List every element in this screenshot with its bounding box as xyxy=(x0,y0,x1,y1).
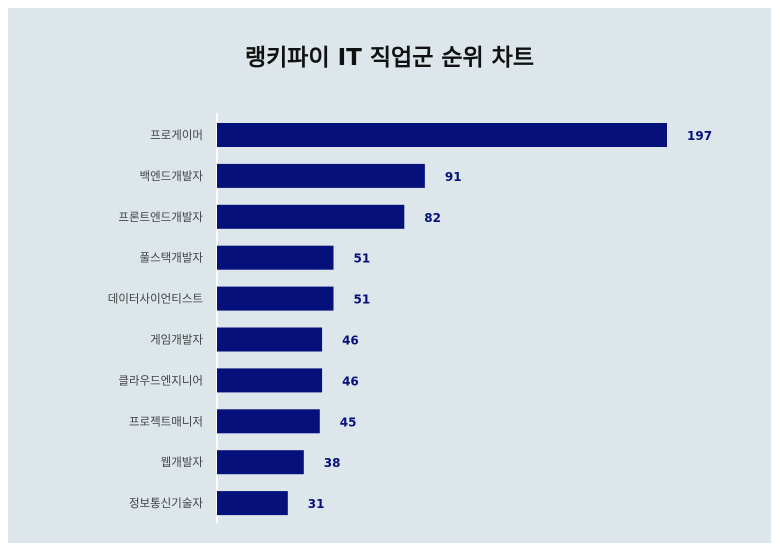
category-label: 프론트엔드개발자 xyxy=(118,210,203,224)
category-label: 게임개발자 xyxy=(150,333,203,347)
bar xyxy=(217,491,288,516)
chart-title: 랭키파이 IT 직업군 순위 차트 xyxy=(244,45,535,71)
bar xyxy=(217,163,425,188)
category-label: 백엔드개발자 xyxy=(140,169,204,183)
value-label: 31 xyxy=(308,497,325,511)
value-label: 82 xyxy=(424,211,441,225)
value-label: 51 xyxy=(353,252,370,266)
value-label: 197 xyxy=(687,129,712,143)
value-label: 46 xyxy=(342,334,359,348)
category-label: 프로게이머 xyxy=(150,128,203,142)
bar xyxy=(217,368,323,393)
value-label: 38 xyxy=(324,456,341,470)
category-label: 정보통신기술자 xyxy=(129,496,203,510)
category-label: 클라우드엔지니어 xyxy=(118,373,203,387)
bar xyxy=(217,204,405,229)
bar xyxy=(217,409,320,434)
bar xyxy=(217,327,323,352)
value-label: 46 xyxy=(342,374,359,388)
chart-background xyxy=(8,8,771,543)
bar xyxy=(217,286,334,311)
value-label: 91 xyxy=(445,170,462,184)
bar xyxy=(217,123,667,147)
category-label: 웹개발자 xyxy=(161,455,204,469)
category-label: 데이터사이언티스트 xyxy=(108,292,203,306)
bar xyxy=(217,245,334,270)
value-label: 51 xyxy=(353,293,370,307)
bar xyxy=(217,450,304,475)
value-label: 45 xyxy=(340,415,357,429)
category-label: 프로젝트매니저 xyxy=(129,414,203,428)
category-label: 풀스택개발자 xyxy=(140,251,204,265)
